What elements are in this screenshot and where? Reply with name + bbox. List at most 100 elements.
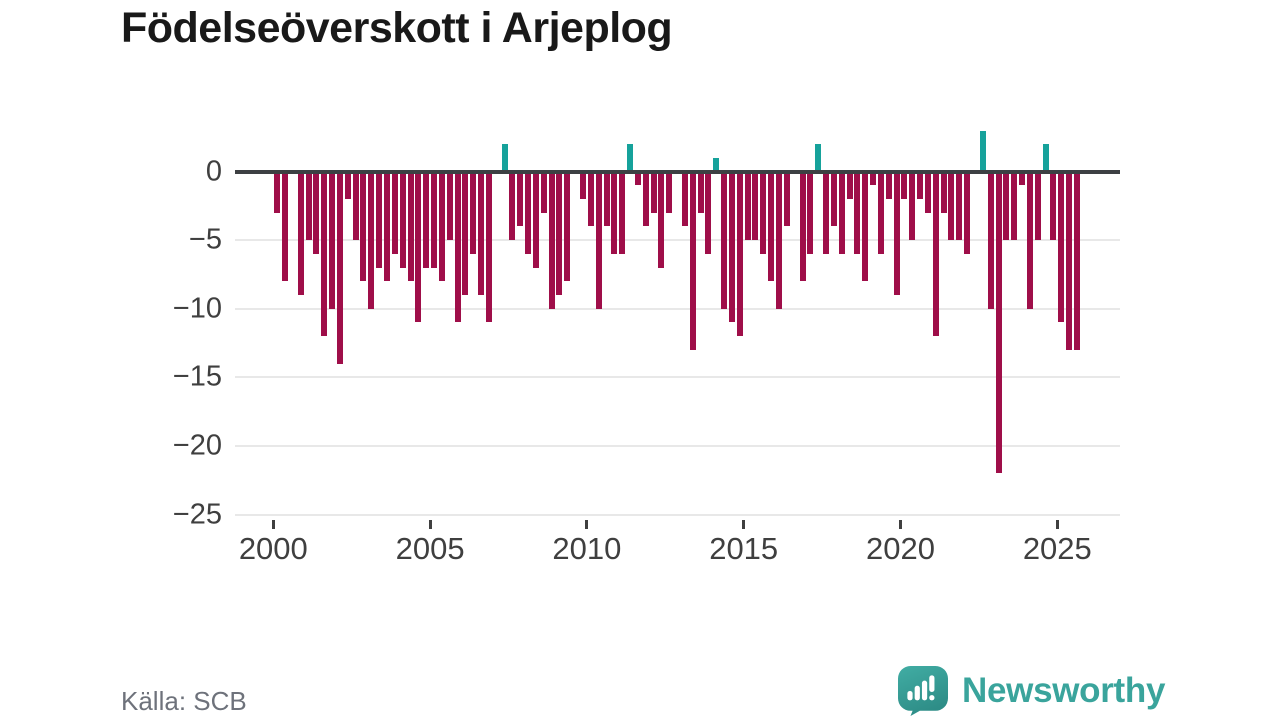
bar-2019-Q2 xyxy=(877,171,884,254)
x-axis-tick-mark xyxy=(585,520,589,529)
bar-2004-Q2 xyxy=(407,171,414,282)
bar-2005-Q3 xyxy=(446,171,453,241)
y-axis-tick-label: −20 xyxy=(172,429,222,462)
bar-2021-Q1 xyxy=(932,171,939,337)
bar-2016-Q1 xyxy=(776,171,783,309)
gridline-y-25 xyxy=(235,513,1120,516)
bar-2002-Q1 xyxy=(336,171,343,364)
bar-2024-Q2 xyxy=(1034,171,1041,241)
bar-2005-Q2 xyxy=(438,171,445,282)
bar-2023-Q4 xyxy=(1019,171,1026,186)
gridline-y-10 xyxy=(235,307,1120,310)
bar-2019-Q4 xyxy=(893,171,900,296)
bar-2001-Q1 xyxy=(305,171,312,241)
bar-2003-Q4 xyxy=(391,171,398,254)
bar-2004-Q1 xyxy=(399,171,406,268)
bar-2013-Q2 xyxy=(689,171,696,350)
zero-baseline xyxy=(235,169,1120,174)
bar-2013-Q3 xyxy=(697,171,704,213)
bar-2021-Q3 xyxy=(948,171,955,241)
x-axis-tick-label: 2025 xyxy=(1022,531,1092,566)
bar-2008-Q4 xyxy=(548,171,555,309)
bar-2014-Q1 xyxy=(713,158,720,172)
bar-2019-Q3 xyxy=(885,171,892,200)
x-axis-tick-label: 2015 xyxy=(709,531,779,566)
bar-2022-Q1 xyxy=(964,171,971,254)
bar-2003-Q2 xyxy=(376,171,383,268)
bar-2008-Q2 xyxy=(532,171,539,268)
gridline-y-15 xyxy=(235,376,1120,379)
x-axis-tick-mark xyxy=(742,520,746,529)
x-axis-tick-label: 2010 xyxy=(552,531,622,566)
bar-2002-Q4 xyxy=(360,171,367,282)
bar-2011-Q3 xyxy=(634,171,641,186)
bar-2016-Q2 xyxy=(783,171,790,227)
newsworthy-logo-link[interactable]: Newsworthy xyxy=(898,666,1165,716)
bar-2006-Q1 xyxy=(462,171,469,296)
bar-2012-Q1 xyxy=(650,171,657,213)
bar-2007-Q4 xyxy=(517,171,524,227)
bar-2009-Q4 xyxy=(580,171,587,200)
bar-2003-Q1 xyxy=(368,171,375,309)
bar-2013-Q1 xyxy=(681,171,688,227)
bar-2006-Q2 xyxy=(470,171,477,254)
y-axis-tick-label: −10 xyxy=(172,292,222,325)
bar-2000-Q1 xyxy=(274,171,281,213)
bar-2004-Q3 xyxy=(415,171,422,323)
bar-2001-Q3 xyxy=(321,171,328,337)
bar-2015-Q3 xyxy=(760,171,767,254)
bar-2010-Q1 xyxy=(587,171,594,227)
gridline-y-5 xyxy=(235,239,1120,242)
bar-2017-Q3 xyxy=(823,171,830,254)
bar-2014-Q3 xyxy=(728,171,735,323)
y-axis-tick-label: −15 xyxy=(172,360,222,393)
bar-2000-Q4 xyxy=(297,171,304,296)
bar-2008-Q3 xyxy=(540,171,547,213)
x-axis-tick-label: 2000 xyxy=(238,531,308,566)
source-note: Källa: SCB xyxy=(121,686,247,716)
bar-2010-Q3 xyxy=(603,171,610,227)
x-axis-tick-label: 2005 xyxy=(395,531,465,566)
x-axis-tick-mark xyxy=(271,520,275,529)
bar-2017-Q4 xyxy=(830,171,837,227)
bar-2001-Q4 xyxy=(329,171,336,309)
bar-2012-Q2 xyxy=(658,171,665,268)
bar-2017-Q1 xyxy=(807,171,814,254)
bar-2013-Q4 xyxy=(705,171,712,254)
bar-2011-Q1 xyxy=(619,171,626,254)
bar-2025-Q2 xyxy=(1066,171,1073,350)
bar-2020-Q1 xyxy=(901,171,908,200)
bar-2018-Q4 xyxy=(862,171,869,282)
bar-2022-Q3 xyxy=(979,130,986,172)
bar-2017-Q2 xyxy=(815,144,822,172)
bar-2010-Q4 xyxy=(611,171,618,254)
x-axis-tick-mark xyxy=(1055,520,1059,529)
bar-2018-Q2 xyxy=(846,171,853,200)
x-axis-tick-label: 2020 xyxy=(866,531,935,566)
bar-2019-Q1 xyxy=(870,171,877,186)
bar-2011-Q4 xyxy=(642,171,649,227)
bar-2009-Q1 xyxy=(556,171,563,296)
bar-2012-Q3 xyxy=(666,171,673,213)
bar-2023-Q1 xyxy=(995,171,1002,474)
bar-2024-Q3 xyxy=(1042,144,1049,172)
bar-2005-Q4 xyxy=(454,171,461,323)
bar-2023-Q2 xyxy=(1003,171,1010,241)
bar-2018-Q1 xyxy=(838,171,845,254)
bar-2020-Q4 xyxy=(924,171,931,213)
bar-2024-Q1 xyxy=(1026,171,1033,309)
bar-2004-Q4 xyxy=(423,171,430,268)
bar-2015-Q1 xyxy=(744,171,751,241)
bar-2015-Q4 xyxy=(768,171,775,282)
newsworthy-wordmark: Newsworthy xyxy=(962,671,1166,710)
bar-2025-Q1 xyxy=(1058,171,1065,323)
bar-2007-Q2 xyxy=(501,144,508,172)
bar-2014-Q2 xyxy=(721,171,728,309)
bar-2016-Q4 xyxy=(799,171,806,282)
bar-2024-Q4 xyxy=(1050,171,1057,241)
bar-2002-Q2 xyxy=(344,171,351,200)
bar-2000-Q2 xyxy=(282,171,289,282)
bar-2006-Q4 xyxy=(485,171,492,323)
